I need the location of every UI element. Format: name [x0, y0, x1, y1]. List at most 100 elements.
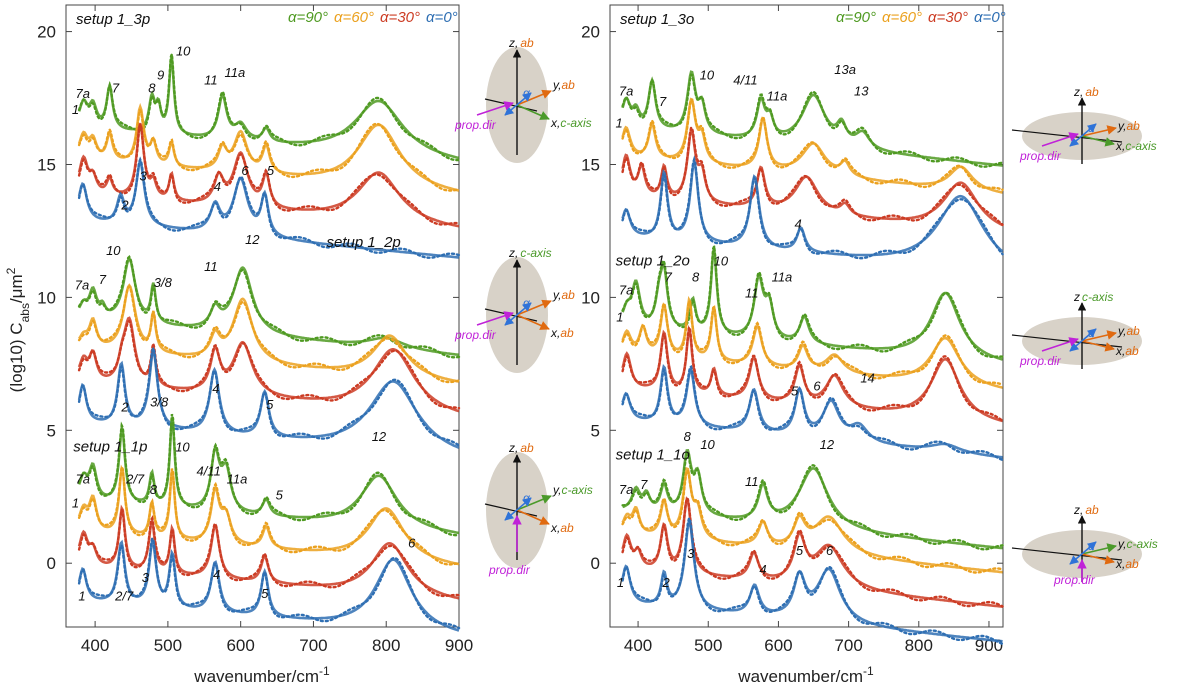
- left-legend: α=90° α=60° α=30° α=0°: [288, 9, 458, 26]
- peak-label: 11a: [224, 65, 245, 80]
- z-axis-tag: c-axis: [1082, 290, 1113, 304]
- peak-label: 10: [700, 67, 715, 82]
- peak-label: 4/11: [733, 73, 757, 88]
- y-axis-tag: c-axis: [1126, 537, 1157, 551]
- peak-label: 7: [665, 269, 673, 284]
- setup-label: setup 1_2p: [327, 234, 401, 251]
- peak-label: 5: [261, 586, 269, 601]
- x-tick-label: 400: [81, 636, 109, 655]
- propagation-arrow: [476, 101, 514, 116]
- series-line-simulated: [77, 344, 461, 447]
- y-axis-label: y,c-axis: [552, 483, 593, 497]
- peak-label: 8: [692, 269, 700, 284]
- polarisation-arrow: [504, 497, 532, 521]
- x-tick-label: 400: [624, 636, 652, 655]
- series-line-measured: [78, 283, 460, 383]
- peak-label: 3/8: [154, 275, 173, 290]
- peak-label: 4: [214, 179, 221, 194]
- z-axis-label: z c-axis: [1073, 290, 1113, 304]
- setup-label: setup 1_3p: [76, 11, 150, 28]
- x-axis-label: x,ab: [1115, 344, 1139, 358]
- peak-label: 11: [745, 474, 759, 489]
- peak-label: 8: [150, 482, 158, 497]
- y-tick-label: 20: [581, 23, 600, 42]
- legend-entry: α=90°: [836, 9, 876, 26]
- peak-label: 11a: [772, 269, 793, 284]
- left-x-axis-title: wavenumber/cm-1: [193, 664, 330, 686]
- peak-label: 6: [408, 535, 416, 550]
- peak-label: 3: [140, 168, 148, 183]
- z-axis-tag: ab: [520, 36, 534, 50]
- legend-entry: α=0°: [426, 9, 458, 26]
- series-line-measured: [621, 295, 1003, 389]
- x-axis-tag: ab: [560, 326, 574, 340]
- z-axis-tag: ab: [1085, 85, 1099, 99]
- x-axis-letter: x,: [550, 326, 560, 340]
- propagation-arrow: [1041, 132, 1079, 147]
- series-line-measured: [77, 346, 460, 449]
- peak-label: 10: [106, 243, 121, 258]
- series-line-simulated: [621, 155, 1004, 260]
- peak-label: 7: [659, 94, 667, 109]
- x-axis-tag: c-axis: [560, 116, 591, 130]
- y-tick-label: 15: [37, 155, 56, 174]
- peak-label: 1: [617, 575, 624, 590]
- peak-label: 11a: [767, 89, 788, 104]
- x-axis-label: x,c-axis: [550, 116, 592, 130]
- x-tick-label: 800: [372, 636, 400, 655]
- peak-label: 4: [213, 567, 220, 582]
- y-axis-label: y,c-axis: [1117, 537, 1158, 551]
- series-line-simulated: [77, 124, 461, 226]
- peak-label: 11: [745, 285, 759, 300]
- y-axis-label: y,ab: [552, 288, 575, 302]
- series-line-simulated: [77, 462, 461, 566]
- peak-label: 5: [791, 384, 799, 399]
- y-axis-letter: y,: [1117, 324, 1126, 338]
- series-line-simulated: [621, 297, 1004, 386]
- series-line-simulated: [621, 364, 1004, 462]
- y-axis-letter: y,: [1117, 119, 1126, 133]
- series-line-simulated: [621, 323, 1004, 422]
- propagation-arrow: [1041, 337, 1079, 352]
- series-line-simulated: [77, 106, 461, 192]
- y-tick-label: 0: [47, 554, 56, 573]
- series-line-simulated: [621, 496, 1004, 608]
- peak-label: 7: [99, 272, 107, 287]
- series-line-simulated: [621, 469, 1004, 574]
- series-line-simulated: [621, 452, 1004, 551]
- x-axis-letter: x,: [1115, 344, 1125, 358]
- peak-label: 5: [276, 487, 284, 502]
- y-axis-tag: ab: [561, 288, 575, 302]
- peak-label: 5: [796, 543, 804, 558]
- series-line-simulated: [77, 53, 461, 162]
- z-axis-tag: ab: [520, 441, 534, 455]
- x-tick-label: 700: [299, 636, 327, 655]
- peak-label: 9: [157, 67, 164, 82]
- peak-label: 2/7: [114, 588, 134, 603]
- series-line-simulated: [77, 284, 461, 384]
- x-axis-letter: x,: [550, 116, 560, 130]
- peak-label: 2: [662, 575, 671, 590]
- peak-label: 12: [820, 437, 835, 452]
- y-tick-label: 0: [591, 554, 600, 573]
- legend-entry: α=30°: [380, 9, 420, 26]
- peak-label: 13a: [834, 62, 856, 77]
- right-x-axis-title: wavenumber/cm-1: [737, 664, 874, 686]
- x-axis-letter: x,: [1115, 557, 1125, 571]
- peak-label: 1: [616, 309, 623, 324]
- polarisation-arrow: [1069, 541, 1097, 565]
- series-line-simulated: [621, 73, 1004, 168]
- series-line-measured: [621, 518, 1003, 643]
- alpha-label: α: [1088, 121, 1096, 135]
- y-tick-label: 5: [47, 421, 56, 440]
- y-tick-label: 15: [581, 155, 600, 174]
- peak-label: 8: [684, 429, 692, 444]
- series-line-simulated: [77, 505, 461, 598]
